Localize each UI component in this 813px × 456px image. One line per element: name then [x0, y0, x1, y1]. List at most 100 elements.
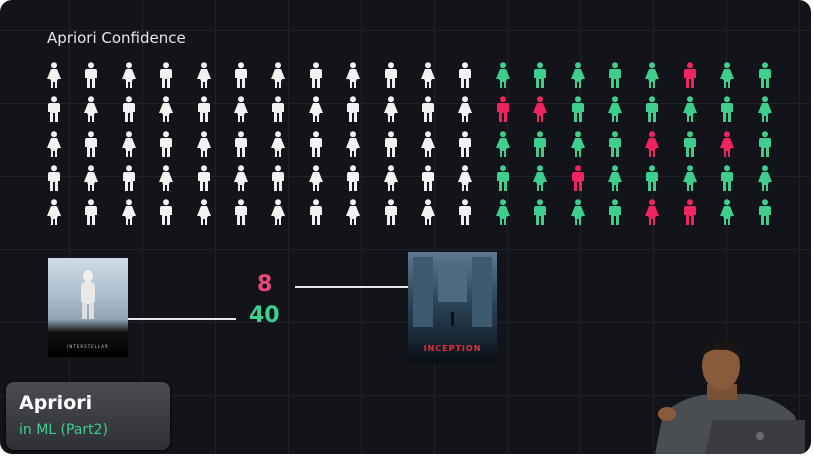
female-person-icon	[570, 62, 586, 88]
astronaut-icon	[81, 270, 95, 319]
male-person-icon	[682, 62, 698, 88]
female-person-icon	[383, 165, 399, 191]
female-person-icon	[345, 199, 361, 226]
male-person-icon	[607, 130, 623, 157]
poster-title: INTERSTELLAR	[67, 344, 109, 349]
female-person-icon	[644, 130, 660, 157]
female-person-icon	[420, 62, 436, 88]
female-person-icon	[233, 96, 249, 123]
badge-subtitle: in ML (Part2)	[19, 422, 109, 438]
female-person-icon	[46, 130, 62, 157]
presenter-video	[655, 339, 805, 454]
male-person-icon	[719, 165, 735, 191]
connector-line	[128, 318, 236, 320]
female-person-icon	[420, 199, 436, 226]
female-person-icon	[607, 96, 623, 123]
male-person-icon	[532, 130, 548, 157]
female-person-icon	[121, 199, 137, 226]
interstellar-poster: INTERSTELLAR	[48, 258, 128, 357]
female-person-icon	[270, 199, 286, 226]
male-person-icon	[233, 130, 249, 157]
male-person-icon	[383, 62, 399, 88]
female-person-icon	[644, 62, 660, 88]
female-person-icon	[158, 96, 174, 123]
male-person-icon	[383, 199, 399, 226]
male-person-icon	[121, 96, 137, 123]
female-person-icon	[570, 199, 586, 226]
male-person-icon	[570, 96, 586, 123]
male-person-icon	[233, 62, 249, 88]
male-person-icon	[46, 96, 62, 123]
female-person-icon	[196, 199, 212, 226]
female-person-icon	[233, 165, 249, 191]
male-person-icon	[345, 96, 361, 123]
male-person-icon	[757, 62, 773, 88]
female-person-icon	[644, 199, 660, 226]
male-person-icon	[457, 199, 473, 226]
episode-badge: Apriori in ML (Part2)	[6, 382, 170, 450]
female-person-icon	[46, 199, 62, 226]
female-person-icon	[121, 62, 137, 88]
male-person-icon	[757, 199, 773, 226]
male-person-icon	[196, 96, 212, 123]
female-person-icon	[495, 199, 511, 226]
male-person-icon	[607, 62, 623, 88]
male-person-icon	[420, 165, 436, 191]
inception-poster: INCEPTION	[408, 252, 497, 363]
male-person-icon	[270, 96, 286, 123]
male-person-icon	[233, 199, 249, 226]
male-person-icon	[457, 62, 473, 88]
green-count: 40	[249, 303, 280, 328]
female-person-icon	[719, 130, 735, 157]
poster-title: INCEPTION	[423, 344, 482, 353]
slide-title: Apriori Confidence	[47, 29, 186, 47]
female-person-icon	[607, 165, 623, 191]
male-person-icon	[270, 165, 286, 191]
male-person-icon	[158, 62, 174, 88]
female-person-icon	[158, 165, 174, 191]
female-person-icon	[682, 96, 698, 123]
female-person-icon	[308, 165, 324, 191]
female-person-icon	[495, 62, 511, 88]
female-person-icon	[757, 96, 773, 123]
male-person-icon	[196, 165, 212, 191]
male-person-icon	[83, 130, 99, 157]
male-person-icon	[158, 130, 174, 157]
male-person-icon	[719, 96, 735, 123]
male-person-icon	[308, 62, 324, 88]
female-person-icon	[345, 130, 361, 157]
cityscape-icon	[413, 257, 492, 327]
female-person-icon	[757, 165, 773, 191]
male-person-icon	[644, 96, 660, 123]
female-person-icon	[532, 96, 548, 123]
male-person-icon	[532, 199, 548, 226]
female-person-icon	[682, 165, 698, 191]
male-person-icon	[757, 130, 773, 157]
female-person-icon	[196, 62, 212, 88]
female-person-icon	[383, 96, 399, 123]
female-person-icon	[719, 199, 735, 226]
female-person-icon	[420, 130, 436, 157]
male-person-icon	[83, 199, 99, 226]
female-person-icon	[719, 62, 735, 88]
female-person-icon	[457, 165, 473, 191]
connector-line	[295, 286, 408, 288]
female-person-icon	[270, 130, 286, 157]
female-person-icon	[532, 165, 548, 191]
female-person-icon	[196, 130, 212, 157]
female-person-icon	[457, 96, 473, 123]
female-person-icon	[308, 96, 324, 123]
red-count: 8	[257, 272, 273, 297]
male-person-icon	[383, 130, 399, 157]
male-person-icon	[644, 165, 660, 191]
male-person-icon	[570, 165, 586, 191]
female-person-icon	[121, 130, 137, 157]
male-person-icon	[345, 165, 361, 191]
female-person-icon	[83, 165, 99, 191]
female-person-icon	[270, 62, 286, 88]
female-person-icon	[570, 130, 586, 157]
male-person-icon	[682, 130, 698, 157]
male-person-icon	[607, 199, 623, 226]
female-person-icon	[345, 62, 361, 88]
